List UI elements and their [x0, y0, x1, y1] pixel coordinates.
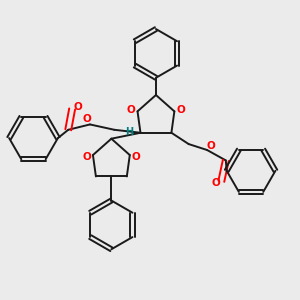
Text: O: O	[82, 114, 91, 124]
Text: O: O	[206, 141, 215, 151]
Text: O: O	[82, 152, 91, 162]
Text: O: O	[132, 152, 141, 162]
Text: H: H	[125, 127, 133, 136]
Text: O: O	[176, 105, 185, 115]
Text: O: O	[127, 105, 135, 115]
Text: O: O	[73, 102, 82, 112]
Text: O: O	[212, 178, 220, 188]
